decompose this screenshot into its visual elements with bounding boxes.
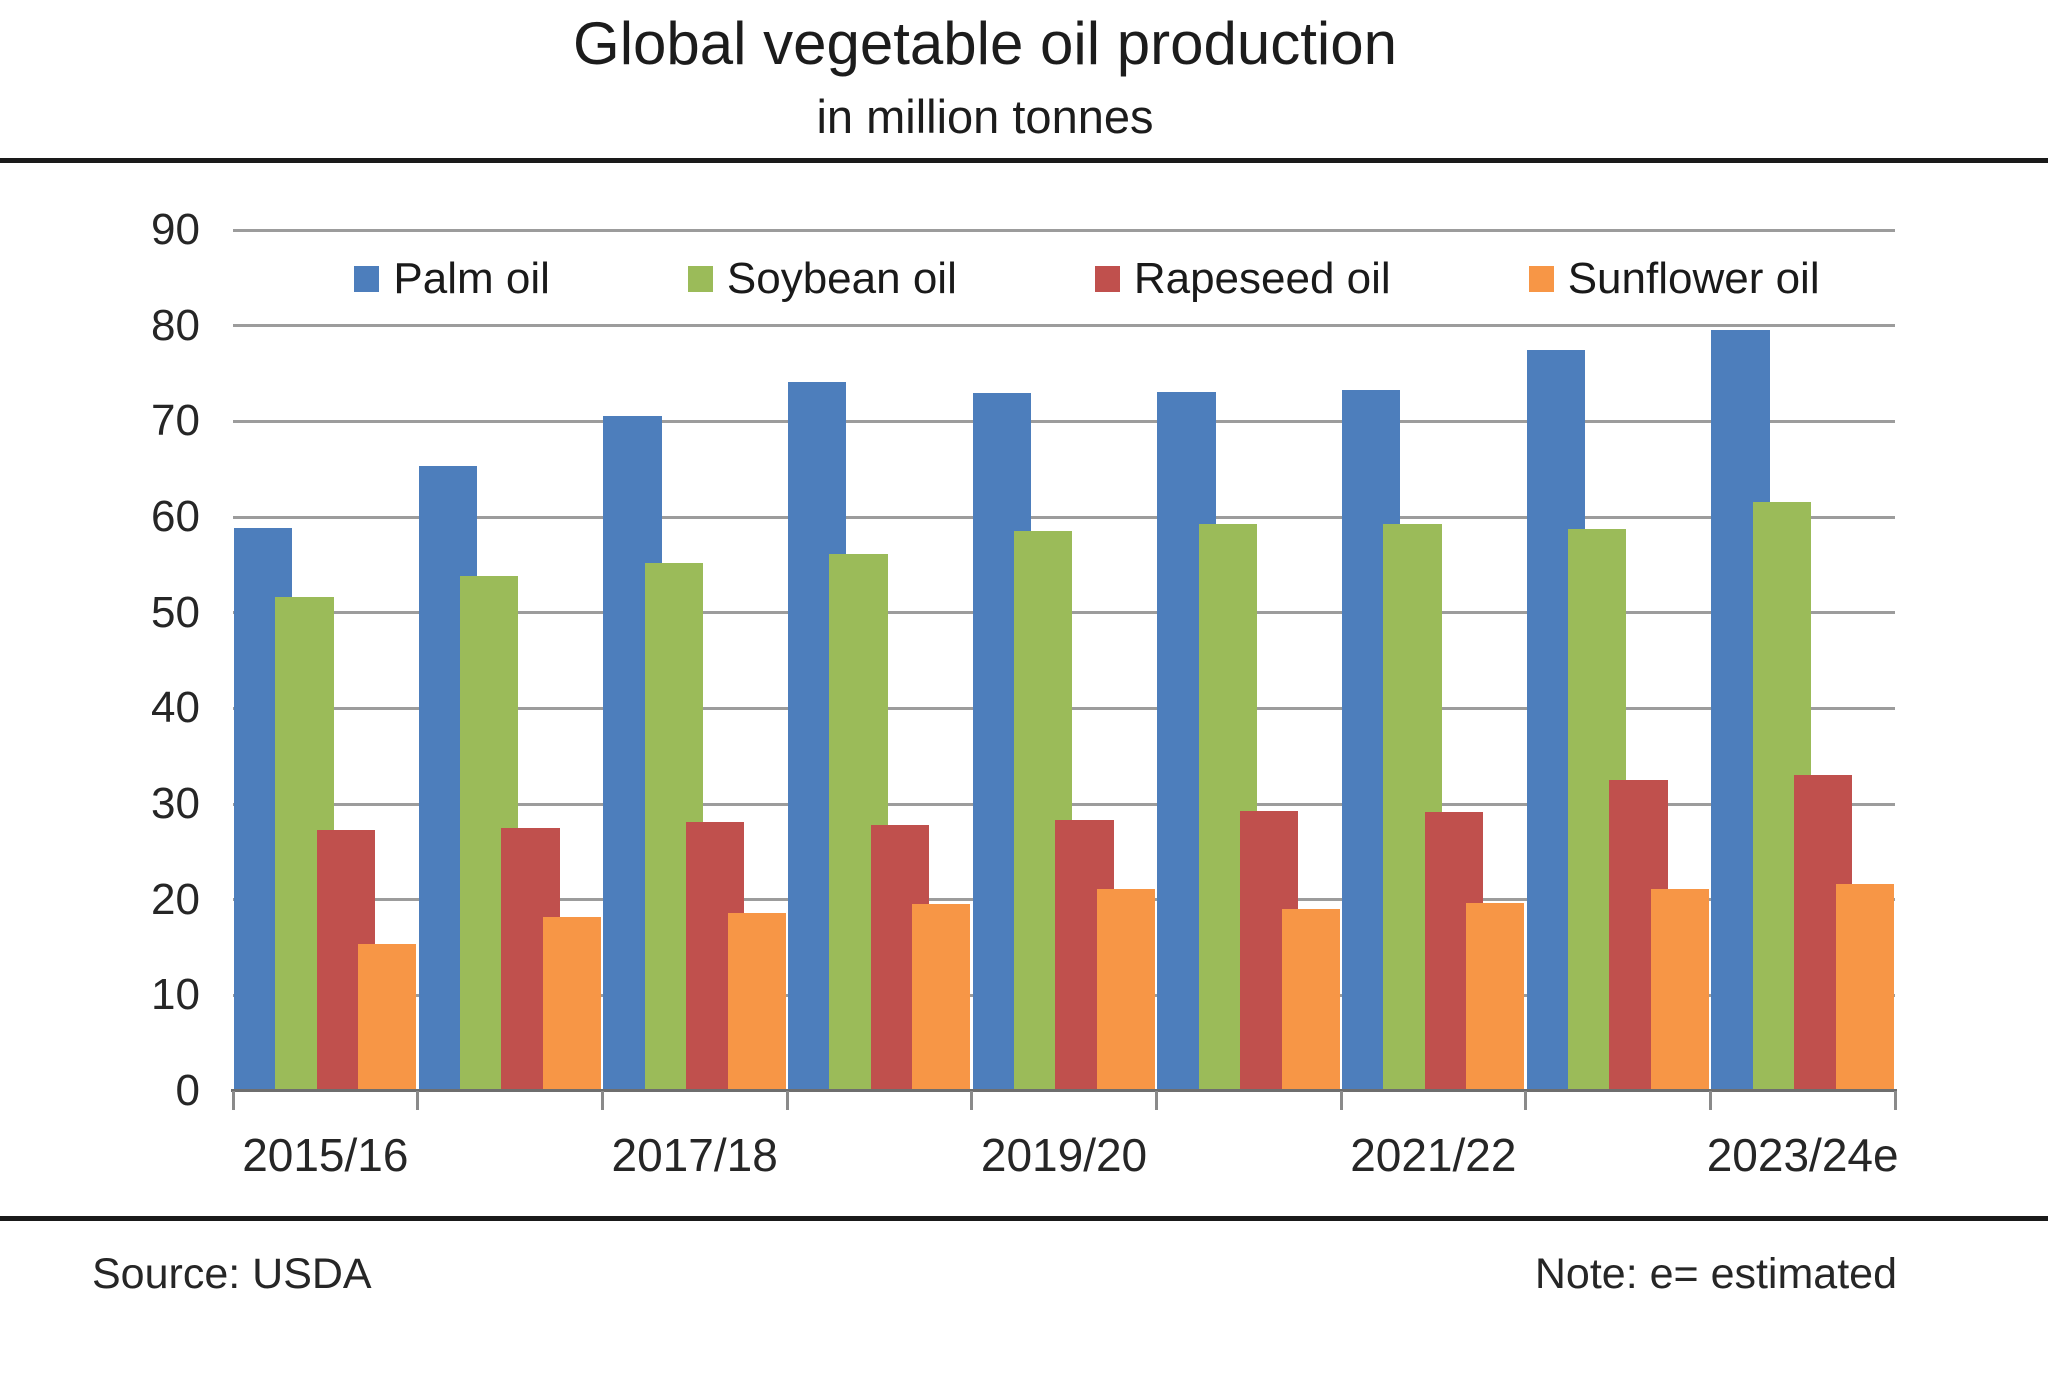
x-axis-tick-mark <box>1708 1091 1712 1110</box>
bar-sunflower-oil-2023-24e <box>1835 884 1894 1091</box>
bar-sunflower-oil-2017-18 <box>727 913 786 1091</box>
legend-swatch-soybean-oil <box>687 266 713 292</box>
legend-item-sunflower-oil: Sunflower oil <box>1528 254 1820 304</box>
plot-area <box>231 228 1897 1110</box>
chart-title: Global vegetable oil production <box>573 10 1397 77</box>
legend-item-soybean-oil: Soybean oil <box>687 254 957 304</box>
y-tick-label-60: 60 <box>151 492 200 541</box>
legend-item-palm-oil: Palm oil <box>354 254 550 304</box>
bar-sunflower-oil-2015-16 <box>358 943 417 1091</box>
legend-item-rapeseed-oil: Rapeseed oil <box>1094 254 1391 304</box>
chart-subtitle: in million tonnes <box>816 90 1154 143</box>
y-tick-label-20: 20 <box>151 874 200 924</box>
x-tick-label-2017-18: 2017/18 <box>611 1129 778 1181</box>
legend-swatch-palm-oil <box>354 266 380 292</box>
gridline-60 <box>233 515 1895 519</box>
y-tick-label-50: 50 <box>151 587 200 637</box>
x-axis-tick-mark <box>785 1091 789 1110</box>
estimate-note: Note: e= estimated <box>1534 1250 1897 1298</box>
x-axis-tick-mark <box>970 1091 974 1110</box>
y-axis-tick-labels: 0 10 20 30 40 50 60 70 80 90 <box>0 205 200 1115</box>
y-tick-label-10: 10 <box>151 970 200 1020</box>
x-tick-label-2023-24e: 2023/24e <box>1706 1129 1899 1181</box>
gridline-90 <box>233 228 1895 232</box>
x-axis-tick-mark <box>1339 1091 1343 1110</box>
bar-sunflower-oil-2018-19 <box>912 903 971 1091</box>
bar-sunflower-oil-2016-17 <box>542 916 602 1091</box>
legend: Palm oil Soybean oil Rapeseed oil Sunflower… <box>256 254 1918 304</box>
x-axis-tick-mark <box>231 1091 235 1110</box>
x-axis-tick-mark <box>1524 1091 1528 1110</box>
gridline-70 <box>233 419 1895 423</box>
legend-swatch-rapeseed-oil <box>1094 266 1120 292</box>
y-tick-label-90: 90 <box>151 205 200 254</box>
x-axis-tick-mark <box>416 1091 420 1110</box>
bar-sunflower-oil-2020-21 <box>1281 909 1340 1091</box>
gridline-80 <box>233 324 1895 328</box>
source-note: Source: USDA <box>92 1250 372 1298</box>
bar-sunflower-oil-2021-22 <box>1466 902 1525 1091</box>
bar-sunflower-oil-2022-23 <box>1650 889 1710 1091</box>
y-tick-label-30: 30 <box>151 779 200 828</box>
x-axis-tick-mark <box>1893 1091 1897 1110</box>
x-axis-tick-mark <box>600 1091 604 1110</box>
legend-label-palm-oil: Palm oil <box>393 254 550 303</box>
x-tick-label-2021-22: 2021/22 <box>1350 1129 1517 1181</box>
y-tick-label-0: 0 <box>175 1066 200 1115</box>
legend-label-rapeseed-oil: Rapeseed oil <box>1133 254 1391 303</box>
x-tick-label-2015-16: 2015/16 <box>242 1129 409 1181</box>
y-tick-label-40: 40 <box>151 683 200 733</box>
x-axis-line <box>231 1089 1897 1092</box>
x-axis-tick-mark <box>1154 1091 1158 1110</box>
header-divider-line <box>0 158 2048 163</box>
legend-label-sunflower-oil: Sunflower oil <box>1567 254 1820 303</box>
y-tick-label-70: 70 <box>151 396 200 446</box>
bar-sunflower-oil-2019-20 <box>1096 889 1156 1091</box>
legend-swatch-sunflower-oil <box>1528 266 1554 292</box>
x-tick-label-2019-20: 2019/20 <box>980 1129 1148 1181</box>
footer-divider-line <box>0 1216 2048 1221</box>
y-tick-label-80: 80 <box>151 300 200 350</box>
legend-label-soybean-oil: Soybean oil <box>726 254 957 303</box>
